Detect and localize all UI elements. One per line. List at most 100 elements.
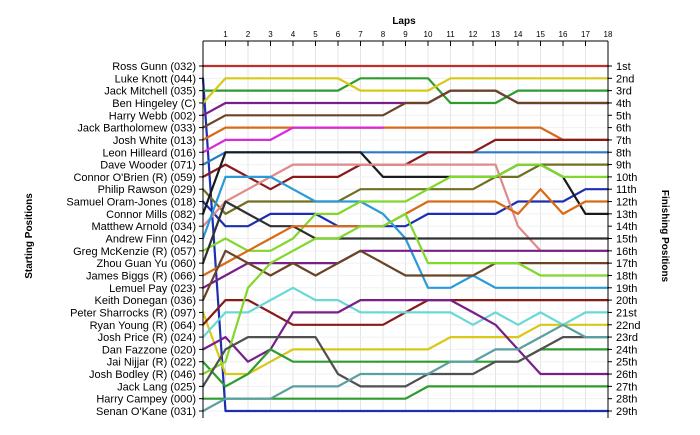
starting-position-label: Ryan Young (R) (064) <box>90 320 196 332</box>
starting-position-label: Greg McKenzie (R) (057) <box>73 246 196 258</box>
series-line <box>201 188 610 228</box>
finishing-position-label: 27th <box>616 381 637 393</box>
starting-position-label: Harry Campey (000) <box>96 394 196 406</box>
finishing-position-label: 16th <box>616 246 637 258</box>
finishing-position-label: 3rd <box>616 86 632 98</box>
finishing-position-label: 24th <box>616 344 637 356</box>
finishing-position-label: 4th <box>616 98 631 110</box>
starting-position-label: Ross Gunn (032) <box>112 61 196 73</box>
lap-tick-label: 5 <box>313 30 318 39</box>
series-line <box>201 323 610 413</box>
finishing-position-label: 8th <box>616 147 631 159</box>
lap-tick-label: 9 <box>403 30 408 39</box>
finishing-position-label: 1st <box>616 61 631 73</box>
lap-tick-label: 13 <box>491 30 500 39</box>
finishing-position-label: 9th <box>616 160 631 172</box>
lap-tick-label: 12 <box>469 30 478 39</box>
series-line <box>201 126 385 154</box>
starting-position-label: Connor O'Brien (R) (059) <box>73 172 196 184</box>
lap-tick-label: 3 <box>268 30 273 39</box>
starting-position-label: Harry Webb (002) <box>109 110 196 122</box>
starting-position-label: Ben Hingeley (C) <box>112 98 196 110</box>
finishing-position-label: 15th <box>616 234 637 246</box>
starting-position-label: Philip Rawson (029) <box>98 184 196 196</box>
starting-position-label: Jack Bartholomew (033) <box>77 123 196 135</box>
starting-position-label: Josh Price (R) (024) <box>98 332 196 344</box>
finishing-position-label: 29th <box>616 406 637 418</box>
series-line <box>201 336 610 388</box>
lap-tick-label: 10 <box>424 30 433 39</box>
series-line <box>201 77 610 413</box>
y-axis-title-left: Starting Positions <box>24 193 35 279</box>
lap-tick-label: 17 <box>581 30 590 39</box>
y-axis-title-right: Finishing Positions <box>659 190 670 283</box>
series-line <box>201 286 610 339</box>
finishing-position-label: 22nd <box>616 320 640 332</box>
lap-tick-label: 2 <box>246 30 251 39</box>
series-line <box>201 163 610 252</box>
starting-position-label: Josh White (013) <box>113 135 196 147</box>
starting-position-label: Jai Nijjar (R) (022) <box>107 357 196 369</box>
x-axis-title: Laps <box>392 16 416 27</box>
lap-tick-labels: 1 2 3 4 5 6 7 8 9 10 11 12 13 14 15 16 17 18 <box>223 30 613 39</box>
finishing-position-label: 26th <box>616 369 637 381</box>
starting-position-label: Zhou Guan Yu (060) <box>97 258 196 270</box>
series-line <box>201 89 610 129</box>
lap-tick-label: 6 <box>336 30 341 39</box>
starting-position-label: Samuel Oram-Jones (018) <box>66 197 196 209</box>
lap-tick-label: 1 <box>223 30 228 39</box>
finishing-position-label: 6th <box>616 123 631 135</box>
lap-tick-label: 14 <box>514 30 523 39</box>
starting-position-label: Dave Wooder (071) <box>100 160 196 172</box>
series-line <box>201 77 610 105</box>
finishing-position-label: 19th <box>616 283 637 295</box>
series-line <box>201 200 610 265</box>
lap-tick-label: 18 <box>604 30 613 39</box>
lap-tick-label: 7 <box>358 30 363 39</box>
starting-position-label: Keith Donegan (036) <box>94 295 196 307</box>
finishing-position-label: 11th <box>616 184 637 196</box>
series-line <box>201 126 610 141</box>
starting-position-label: Senan O'Kane (031) <box>96 406 196 418</box>
starting-position-label: Andrew Finn (042) <box>106 234 197 246</box>
starting-position-label: Matthew Arnold (034) <box>91 221 196 233</box>
starting-position-label: Josh Bodley (R) (046) <box>89 369 196 381</box>
finishing-position-label: 10th <box>616 172 637 184</box>
series-line <box>201 249 610 302</box>
series-line <box>201 212 610 376</box>
series-lines <box>201 64 610 413</box>
finishing-position-label: 18th <box>616 270 637 282</box>
finishing-position-label: 5th <box>616 110 631 122</box>
finishing-position-labels: 1st2nd3rd4th5th6th7th8th9th10th11th12th1… <box>616 61 640 418</box>
finishing-position-label: 25th <box>616 357 637 369</box>
lap-tick-label: 4 <box>291 30 296 39</box>
finishing-position-label: 12th <box>616 197 637 209</box>
finishing-position-label: 2nd <box>616 73 634 85</box>
starting-position-label: Connor Mills (082) <box>106 209 196 221</box>
starting-position-label: Dan Fazzone (020) <box>102 344 196 356</box>
finishing-position-label: 14th <box>616 221 637 233</box>
series-line <box>201 77 610 105</box>
lap-tick-label: 16 <box>559 30 568 39</box>
starting-position-label: Luke Knott (044) <box>115 73 196 85</box>
starting-position-label: Lemuel Pay (023) <box>109 283 196 295</box>
starting-position-label: Jack Mitchell (035) <box>104 86 196 98</box>
starting-position-label: Leon Hilleard (016) <box>102 147 196 159</box>
finishing-position-label: 23rd <box>616 332 638 344</box>
lap-tick-label: 11 <box>446 30 455 39</box>
series-line <box>201 311 610 376</box>
lap-tick-label: 15 <box>536 30 545 39</box>
starting-position-label: Jack Lang (025) <box>117 381 196 393</box>
axes <box>199 40 612 418</box>
finishing-position-label: 20th <box>616 295 637 307</box>
finishing-position-label: 13th <box>616 209 637 221</box>
lap-tick-label: 8 <box>381 30 386 39</box>
starting-position-labels: Ross Gunn (032)Luke Knott (044)Jack Mitc… <box>66 61 196 418</box>
starting-position-label: James Biggs (R) (066) <box>86 270 196 282</box>
finishing-position-label: 28th <box>616 394 637 406</box>
starting-position-label: Peter Sharrocks (R) (097) <box>70 307 196 319</box>
finishing-position-label: 21st <box>616 307 637 319</box>
finishing-position-label: 7th <box>616 135 631 147</box>
finishing-position-label: 17th <box>616 258 637 270</box>
